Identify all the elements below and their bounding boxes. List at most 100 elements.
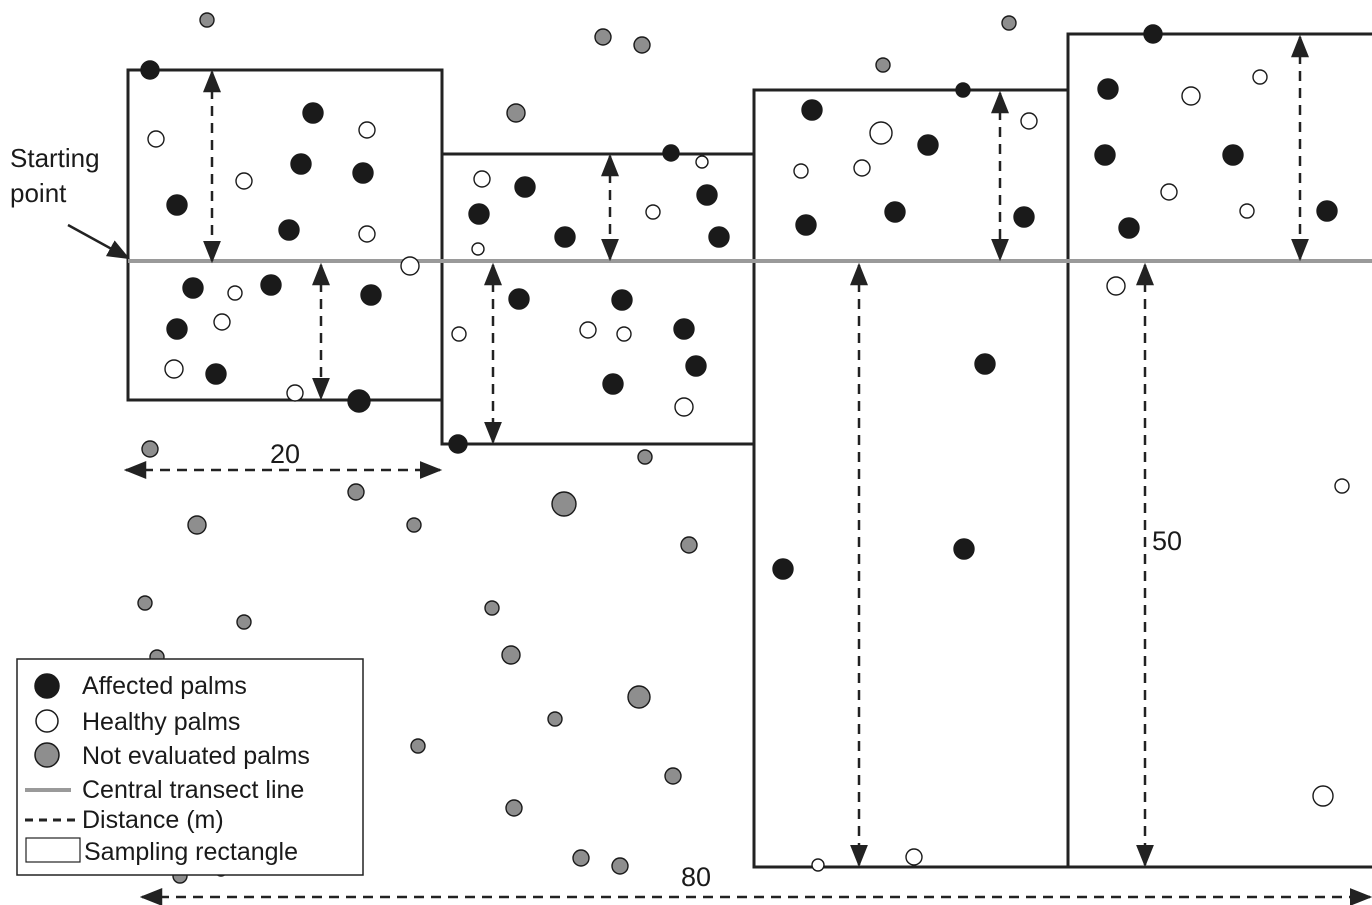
healthy-palm-17	[674, 397, 694, 417]
affected-palm-15	[696, 184, 718, 206]
not-evaluated-palm-2	[594, 28, 612, 46]
distance-label-50: 50	[1152, 526, 1182, 556]
healthy-palm-14	[451, 326, 467, 342]
not-evaluated-palm-12	[637, 449, 653, 465]
healthy-palm-10	[473, 170, 491, 188]
not-evaluated-palm-16	[484, 600, 500, 616]
sampling-rectangle-4	[1066, 32, 1372, 869]
affected-palm-35	[1097, 78, 1119, 100]
affected-palm-4	[352, 162, 374, 184]
affected-palm-2	[302, 102, 324, 124]
legend-affected-symbol	[34, 673, 60, 699]
not-evaluated-palm-24	[572, 849, 590, 867]
not-evaluated-palm-15	[236, 614, 252, 630]
affected-palm-32	[772, 558, 794, 580]
not-evaluated-palm-25	[611, 857, 629, 875]
affected-palm-9	[360, 284, 382, 306]
affected-palm-25	[801, 99, 823, 121]
affected-palm-11	[205, 363, 227, 385]
not-evaluated-palm-4	[1001, 15, 1017, 31]
affected-palm-10	[166, 318, 188, 340]
affected-palm-21	[673, 318, 695, 340]
affected-palm-22	[685, 355, 707, 377]
not-evaluated-palm-13	[680, 536, 698, 554]
not-evaluated-palm-6	[506, 103, 526, 123]
healthy-palm-15	[579, 321, 597, 339]
legend: Affected palms Healthy palms Not evaluat…	[16, 658, 364, 876]
not-evaluated-palm-11	[551, 491, 577, 517]
healthy-palm-28	[1106, 276, 1126, 296]
not-evaluated-palm-23	[505, 799, 523, 817]
affected-palm-6	[278, 219, 300, 241]
not-evaluated-palm-21	[410, 738, 426, 754]
healthy-palm-6	[227, 285, 243, 301]
healthy-palm-16	[616, 326, 632, 342]
healthy-palm-12	[645, 204, 661, 220]
healthy-palm-24	[1181, 86, 1201, 106]
affected-palm-20	[611, 289, 633, 311]
legend-rectangle-symbol	[25, 837, 81, 863]
distance-label-80: 80	[681, 862, 711, 892]
affected-palm-23	[602, 373, 624, 395]
healthy-palm-11	[695, 155, 709, 169]
starting-point-label-line2: point	[10, 178, 67, 208]
affected-palm-19	[508, 288, 530, 310]
affected-palm-37	[1222, 144, 1244, 166]
healthy-palm-26	[1160, 183, 1178, 201]
not-evaluated-palm-14	[137, 595, 153, 611]
affected-palm-13	[514, 176, 536, 198]
not-evaluated-palm-10	[406, 517, 422, 533]
affected-palm-7	[182, 277, 204, 299]
healthy-palm-22	[905, 848, 923, 866]
healthy-palm-8	[164, 359, 184, 379]
not-evaluated-palm-8	[347, 483, 365, 501]
healthy-palm-9	[286, 384, 304, 402]
healthy-palm-2	[358, 121, 376, 139]
sampling-rectangles	[126, 32, 1372, 869]
legend-not-evaluated-label: Not evaluated palms	[82, 742, 310, 770]
affected-palm-12	[347, 389, 371, 413]
not-evaluated-palm-19	[627, 685, 651, 709]
affected-palm-38	[1118, 217, 1140, 239]
affected-palm-31	[974, 353, 996, 375]
starting-point-arrow	[67, 223, 130, 260]
affected-palm-29	[1013, 206, 1035, 228]
affected-palm-27	[795, 214, 817, 236]
affected-palm-28	[884, 201, 906, 223]
affected-palm-14	[468, 203, 490, 225]
healthy-palm-7	[213, 313, 231, 331]
legend-rectangle-label: Sampling rectangle	[84, 838, 298, 866]
affected-palm-30	[955, 82, 971, 98]
healthy-palm-23	[811, 858, 825, 872]
healthy-palm-21	[853, 159, 871, 177]
affected-palm-26	[917, 134, 939, 156]
not-evaluated-palm-1	[199, 12, 215, 28]
not-evaluated-palm-5	[875, 57, 891, 73]
affected-palm-5	[166, 194, 188, 216]
not-evaluated-palm-3	[633, 36, 651, 54]
healthy-palm-13	[471, 242, 485, 256]
healthy-palm-3	[235, 172, 253, 190]
not-evaluated-palm-20	[547, 711, 563, 727]
legend-transect-label: Central transect line	[82, 776, 304, 804]
healthy-palm-29	[1334, 478, 1350, 494]
affected-palm-24	[448, 434, 468, 454]
affected-palm-1	[140, 60, 160, 80]
affected-palm-39	[1316, 200, 1338, 222]
not-evaluated-palm-7	[141, 440, 159, 458]
legend-distance-label: Distance (m)	[82, 806, 224, 834]
healthy-palm-1	[147, 130, 165, 148]
not-evaluated-palm-17	[501, 645, 521, 665]
healthy-palm-4	[358, 225, 376, 243]
affected-palm-16	[554, 226, 576, 248]
distance-markers	[123, 34, 1372, 905]
starting-point-label-line1: Starting	[10, 143, 100, 173]
affected-palm-18	[662, 144, 680, 162]
affected-palm-17	[708, 226, 730, 248]
legend-not-evaluated-symbol	[34, 742, 60, 768]
palms-layer	[137, 12, 1350, 884]
healthy-palm-27	[1239, 203, 1255, 219]
healthy-palm-20	[793, 163, 809, 179]
affected-palm-8	[260, 274, 282, 296]
affected-palm-3	[290, 153, 312, 175]
